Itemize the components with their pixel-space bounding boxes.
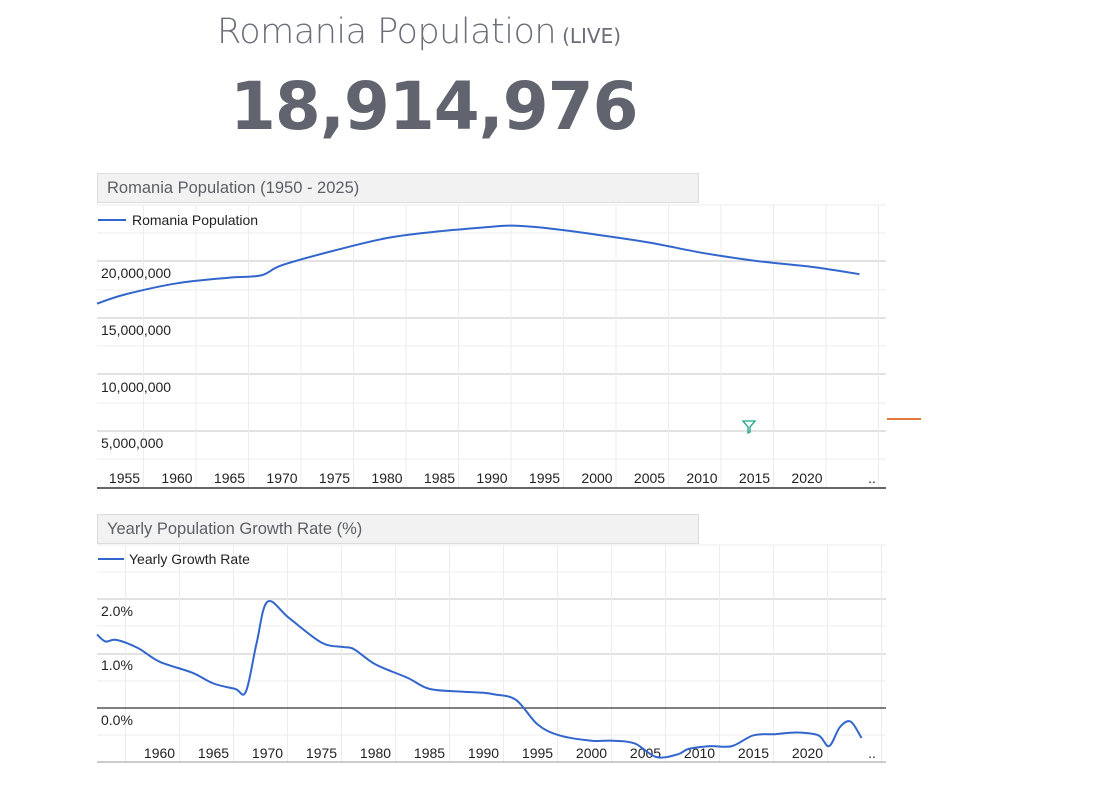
population-series-line <box>96 224 860 305</box>
growth-series-line <box>96 599 863 759</box>
population-x-tick-label: 2005 <box>634 470 665 486</box>
growth-x-tick-label: 2005 <box>630 745 661 761</box>
population-y-tick-label: 15,000,000 <box>101 322 171 338</box>
growth-chart-header: Yearly Population Growth Rate (%) <box>97 514 699 544</box>
growth-legend-label: Yearly Growth Rate <box>129 551 250 567</box>
growth-x-tick-label: 2000 <box>576 745 607 761</box>
population-x-tick-label: 1985 <box>424 470 455 486</box>
growth-x-tick-label: 1980 <box>360 745 391 761</box>
population-x-tick-label: 1990 <box>476 470 507 486</box>
page-title: Romania Population <box>217 12 557 52</box>
growth-x-tick-label: .. <box>868 745 876 761</box>
live-population-counter: 18,914,976 <box>230 68 639 145</box>
population-x-tick-label: 1975 <box>319 470 350 486</box>
growth-x-tick-label: 1970 <box>252 745 283 761</box>
population-legend-label: Romania Population <box>132 212 258 228</box>
growth-y-tick-label: 0.0% <box>101 712 133 728</box>
growth-x-tick-label: 1975 <box>306 745 337 761</box>
population-y-tick-label: 20,000,000 <box>101 265 171 281</box>
population-x-tick-label: 1960 <box>161 470 192 486</box>
growth-grid <box>97 544 886 762</box>
growth-y-tick-label: 1.0% <box>101 657 133 673</box>
accent-dash <box>887 418 921 420</box>
growth-x-tick-label: 2015 <box>738 745 769 761</box>
population-x-tick-label: 1980 <box>371 470 402 486</box>
funnel-cursor-icon <box>742 420 756 434</box>
growth-y-tick-label: 2.0% <box>101 603 133 619</box>
population-x-tick-label: .. <box>868 470 876 486</box>
growth-x-tick-label: 1990 <box>468 745 499 761</box>
population-x-tick-label: 2015 <box>739 470 770 486</box>
page-title-row: Romania Population (LIVE) <box>217 12 621 52</box>
population-x-tick-label: 2020 <box>791 470 822 486</box>
growth-x-tick-label: 1985 <box>414 745 445 761</box>
growth-x-tick-label: 1960 <box>144 745 175 761</box>
population-x-tick-label: 1955 <box>109 470 140 486</box>
growth-x-tick-label: 2020 <box>792 745 823 761</box>
growth-x-tick-label: 1965 <box>198 745 229 761</box>
population-x-tick-label: 2000 <box>581 470 612 486</box>
population-x-tick-label: 1970 <box>266 470 297 486</box>
population-y-tick-label: 5,000,000 <box>101 435 163 451</box>
live-label: (LIVE) <box>562 24 622 48</box>
population-y-tick-label: 10,000,000 <box>101 379 171 395</box>
population-x-tick-label: 2010 <box>686 470 717 486</box>
population-x-tick-label: 1965 <box>214 470 245 486</box>
growth-x-tick-label: 1995 <box>522 745 553 761</box>
population-grid <box>97 204 886 488</box>
population-chart-header: Romania Population (1950 - 2025) <box>97 173 699 203</box>
population-x-tick-label: 1995 <box>529 470 560 486</box>
